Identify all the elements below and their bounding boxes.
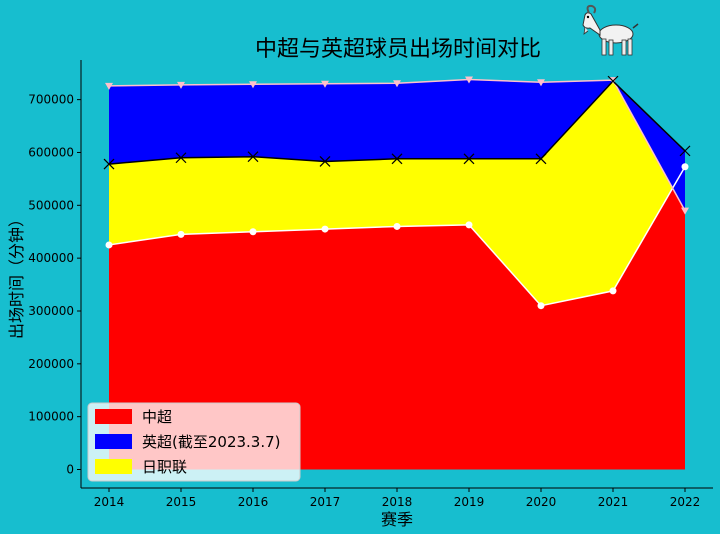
y-tick-label: 700000 xyxy=(28,93,74,107)
marker-point xyxy=(105,241,113,249)
x-tick-label: 2019 xyxy=(454,495,485,509)
marker-point xyxy=(249,228,257,236)
marker-point xyxy=(681,207,689,215)
marker-point xyxy=(103,158,115,170)
marker-point xyxy=(607,75,619,87)
marker-point xyxy=(393,80,401,88)
marker-point xyxy=(535,153,547,165)
marker-point xyxy=(537,302,545,310)
area-layers xyxy=(109,79,685,470)
x-tick-label: 2021 xyxy=(598,495,629,509)
x-tick-label: 2014 xyxy=(94,495,125,509)
marker-point xyxy=(609,287,617,295)
chart-title: 中超与英超球员出场时间对比 xyxy=(255,37,541,62)
area-jleague xyxy=(109,81,685,306)
x-axis-label: 赛季 xyxy=(381,510,413,529)
y-tick-label: 0 xyxy=(66,463,74,477)
marker-point xyxy=(465,76,473,84)
marker-point xyxy=(679,145,691,157)
legend-patch-zhongchao xyxy=(95,409,132,424)
marker-point xyxy=(175,152,187,164)
y-tick-label: 600000 xyxy=(28,145,74,159)
y-tick-label: 100000 xyxy=(28,410,74,424)
area-epl xyxy=(109,79,685,211)
goat-icon xyxy=(582,4,639,56)
legend-label: 英超(截至2023.3.7) xyxy=(142,433,281,451)
marker-point xyxy=(105,82,113,90)
marker-point xyxy=(249,81,257,89)
legend-patch-epl xyxy=(95,434,132,449)
marker-point xyxy=(681,163,689,171)
y-tick-label: 500000 xyxy=(28,198,74,212)
marker-point xyxy=(319,156,331,167)
y-tick-label: 200000 xyxy=(28,357,74,371)
x-tick-label: 2018 xyxy=(382,495,413,509)
marker-point xyxy=(247,151,259,163)
marker-point xyxy=(321,80,329,88)
legend-label: 日职联 xyxy=(142,458,187,476)
x-tick-label: 2015 xyxy=(166,495,197,509)
marker-point xyxy=(177,81,185,89)
x-tick-label: 2020 xyxy=(526,495,557,509)
marker-point xyxy=(537,79,545,87)
x-tick-label: 2022 xyxy=(670,495,701,509)
marker-point xyxy=(177,230,185,238)
marker-point xyxy=(463,153,475,165)
y-tick-label: 400000 xyxy=(28,251,74,265)
legend-box xyxy=(87,402,301,482)
marker-point xyxy=(321,225,329,233)
marker-point xyxy=(465,221,473,229)
legend-patch-jleague xyxy=(95,459,132,474)
y-axis-label: 出场时间（分钟） xyxy=(7,211,26,339)
axes: 0 100000 200000 300000 400000 500000 600000 700… xyxy=(28,60,713,509)
legend-label: 中超 xyxy=(142,408,172,426)
marker-point xyxy=(391,153,403,165)
x-tick-label: 2017 xyxy=(310,495,341,509)
y-tick-label: 300000 xyxy=(28,304,74,318)
series-markers xyxy=(103,75,691,310)
marker-point xyxy=(393,222,401,230)
area-zhongchao xyxy=(109,166,685,470)
x-tick-label: 2016 xyxy=(238,495,269,509)
